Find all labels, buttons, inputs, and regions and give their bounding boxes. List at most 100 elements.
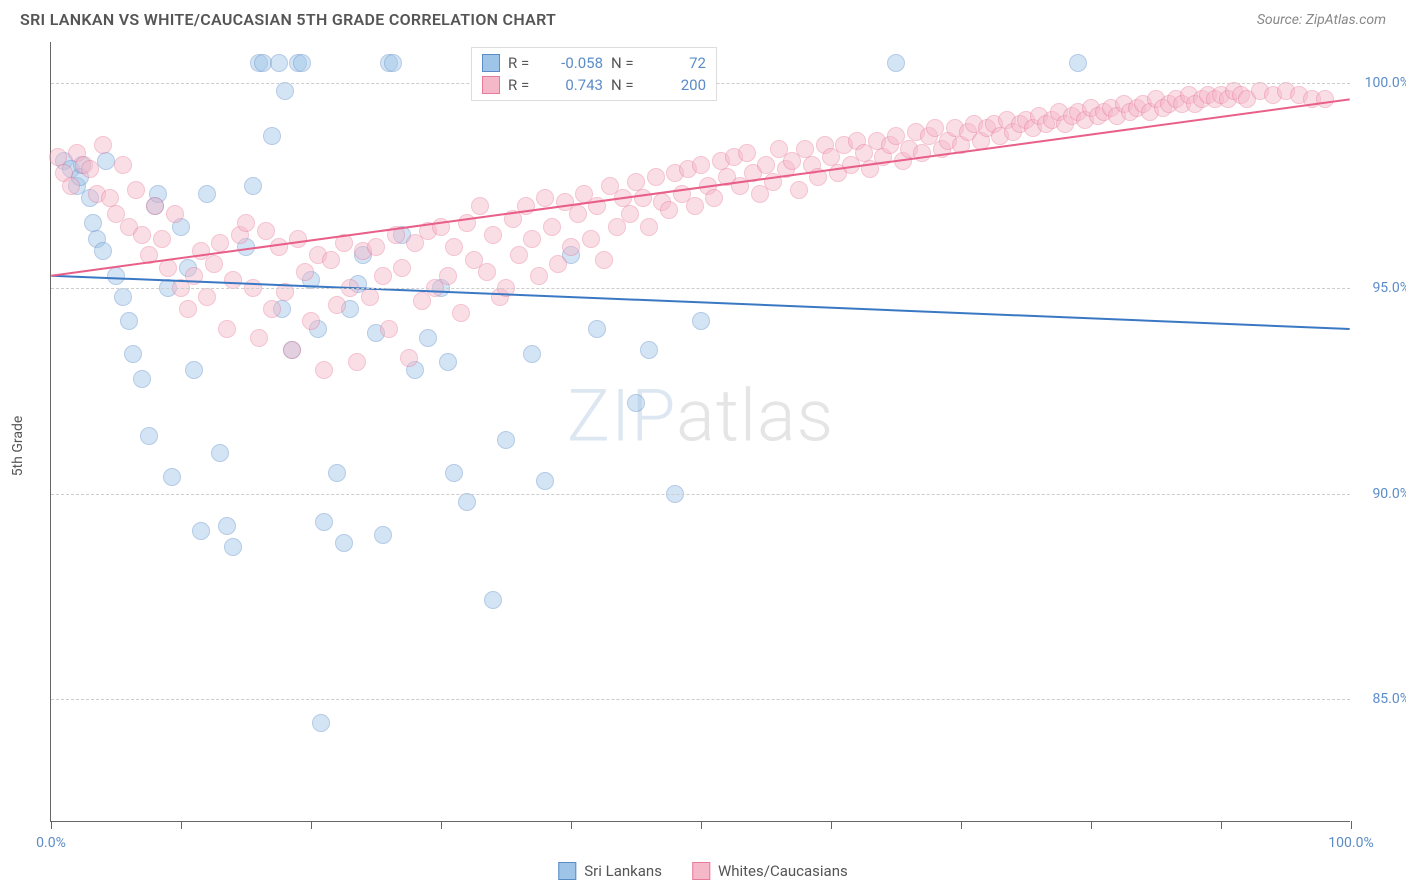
data-point (536, 189, 554, 207)
data-point (913, 144, 931, 162)
chart-title: SRI LANKAN VS WHITE/CAUCASIAN 5TH GRADE … (20, 10, 556, 29)
data-point (384, 54, 402, 72)
data-point (159, 259, 177, 277)
data-point (796, 140, 814, 158)
data-point (218, 517, 236, 535)
legend-item-1: Sri Lankans (558, 862, 662, 880)
data-point (81, 160, 99, 178)
data-point (647, 168, 665, 186)
data-point (140, 427, 158, 445)
data-point (237, 214, 255, 232)
data-point (627, 173, 645, 191)
data-point (361, 288, 379, 306)
data-point (1316, 90, 1334, 108)
data-point (757, 156, 775, 174)
data-point (302, 312, 320, 330)
x-tick (311, 821, 312, 829)
data-point (62, 177, 80, 195)
data-point (588, 197, 606, 215)
gridline (51, 699, 1350, 700)
data-point (478, 263, 496, 281)
data-point (380, 320, 398, 338)
data-point (120, 312, 138, 330)
data-point (94, 242, 112, 260)
data-point (283, 341, 301, 359)
legend-swatch-1 (482, 54, 500, 72)
data-point (484, 591, 502, 609)
data-point (569, 205, 587, 223)
data-point (458, 493, 476, 511)
correlation-legend: R = -0.058 N = 72 R = 0.743 N = 200 (471, 47, 717, 101)
data-point (133, 226, 151, 244)
y-tick-label: 100.0% (1365, 75, 1406, 91)
legend-swatch-icon (558, 862, 576, 880)
data-point (452, 304, 470, 322)
chart-area: ZIPatlas 85.0%90.0%95.0%100.0%0.0%100.0%… (50, 42, 1350, 822)
x-tick (441, 821, 442, 829)
data-point (211, 234, 229, 252)
data-point (153, 230, 171, 248)
y-tick-label: 95.0% (1372, 280, 1406, 296)
legend-row-1: R = -0.058 N = 72 (482, 52, 706, 74)
x-tick (571, 821, 572, 829)
data-point (549, 255, 567, 273)
data-point (107, 267, 125, 285)
data-point (293, 54, 311, 72)
data-point (595, 251, 613, 269)
data-point (445, 464, 463, 482)
data-point (224, 538, 242, 556)
data-point (94, 136, 112, 154)
data-point (536, 472, 554, 490)
data-point (374, 526, 392, 544)
data-point (97, 152, 115, 170)
data-point (543, 218, 561, 236)
data-point (289, 230, 307, 248)
data-point (640, 218, 658, 236)
source-label: Source: ZipAtlas.com (1257, 12, 1386, 28)
data-point (244, 177, 262, 195)
data-point (263, 127, 281, 145)
data-point (127, 181, 145, 199)
data-point (315, 513, 333, 531)
data-point (270, 238, 288, 256)
data-point (738, 144, 756, 162)
data-point (192, 522, 210, 540)
data-point (198, 288, 216, 306)
data-point (328, 464, 346, 482)
data-point (1069, 54, 1087, 72)
x-tick (1091, 821, 1092, 829)
data-point (328, 296, 346, 314)
data-point (335, 234, 353, 252)
x-tick (961, 821, 962, 829)
data-point (523, 345, 541, 363)
data-point (218, 320, 236, 338)
data-point (101, 189, 119, 207)
y-tick-label: 85.0% (1372, 691, 1406, 707)
x-tick-label: 100.0% (1328, 835, 1373, 851)
data-point (419, 329, 437, 347)
data-point (276, 283, 294, 301)
data-point (393, 259, 411, 277)
data-point (257, 222, 275, 240)
y-axis-label: 5th Grade (10, 416, 26, 477)
data-point (530, 267, 548, 285)
data-point (322, 251, 340, 269)
data-point (887, 54, 905, 72)
data-point (660, 201, 678, 219)
series-legend: Sri Lankans Whites/Caucasians (558, 862, 847, 880)
data-point (374, 267, 392, 285)
legend-swatch-2 (482, 76, 500, 94)
data-point (224, 271, 242, 289)
data-point (335, 534, 353, 552)
x-tick (1221, 821, 1222, 829)
x-tick (51, 821, 52, 829)
legend-swatch-icon (692, 862, 710, 880)
gridline (51, 494, 1350, 495)
data-point (270, 54, 288, 72)
data-point (348, 353, 366, 371)
data-point (146, 197, 164, 215)
data-point (276, 82, 294, 100)
data-point (114, 156, 132, 174)
x-tick (181, 821, 182, 829)
data-point (621, 205, 639, 223)
